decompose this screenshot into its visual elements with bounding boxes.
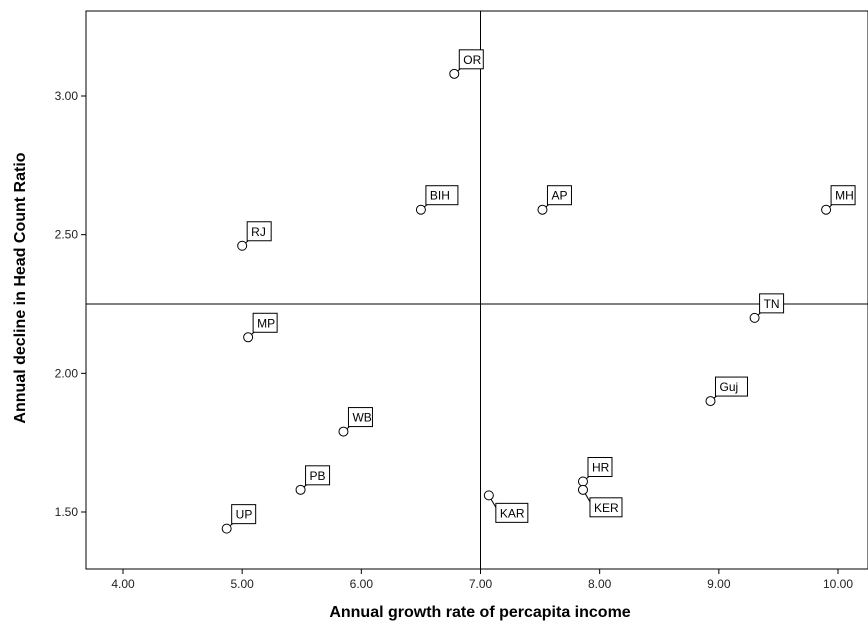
x-tick-label: 10.00 [823,577,853,591]
x-tick-label: 9.00 [707,577,731,591]
point-label: PB [310,469,326,483]
data-points: OR BIH AP MH RJ TN MP Guj WB HR KER PB KAR UP [221,49,856,534]
y-tick-label: 3.00 [55,89,79,103]
point-label: MP [257,316,275,330]
point-label-box [587,456,613,477]
data-point-marker [577,484,588,495]
point-label: MH [835,189,854,203]
point-label: TN [764,297,780,311]
point-label: UP [236,508,253,522]
point-label-box [425,185,459,206]
point-mp: MP [243,312,278,343]
data-point-marker [221,523,232,534]
point-hr: HR [577,456,613,487]
point-kar: KAR [483,490,529,523]
point-guj: Guj [705,376,748,407]
x-axis: 4.00 5.00 6.00 7.00 8.00 9.00 10.00 [111,569,853,591]
point-label: KAR [500,506,525,520]
data-point-marker [749,312,760,323]
point-or: OR [449,49,484,79]
point-label-box [714,376,748,397]
point-label-box [305,465,331,486]
point-label: BIH [430,189,450,203]
data-point-marker [415,204,426,215]
data-point-marker [705,396,716,407]
point-label-box [546,185,572,206]
y-axis: 1.50 2.00 2.50 3.00 [55,89,86,519]
point-label-box [347,407,373,428]
point-mh: MH [821,185,856,215]
point-label: Guj [719,380,738,394]
data-point-marker [537,204,548,215]
point-ap: AP [537,185,572,215]
y-axis-title: Annual decline in Head Count Ratio [12,152,29,423]
point-label-box [495,502,529,523]
point-ker: KER [577,484,623,518]
data-point-marker [237,240,248,251]
point-up: UP [221,504,257,534]
point-label-box [759,293,785,314]
point-bih: BIH [415,185,459,215]
y-tick-label: 1.50 [55,505,79,519]
x-axis-title: Annual growth rate of percapita income [329,604,630,621]
point-pb: PB [295,465,331,495]
plot-frame [85,10,868,570]
point-label-box [231,504,257,525]
x-tick-label: 5.00 [230,577,254,591]
data-point-marker [295,484,306,495]
x-tick-label: 6.00 [350,577,374,591]
y-tick-label: 2.00 [55,366,79,380]
point-wb: WB [338,407,373,437]
data-point-marker [243,332,254,343]
reference-lines [86,11,868,569]
data-point-marker [483,490,494,501]
x-tick-label: 4.00 [111,577,135,591]
point-label-box [246,221,272,242]
point-label: AP [551,189,567,203]
point-label-box [458,49,484,70]
point-label: OR [463,53,481,67]
x-tick-label: 7.00 [469,577,493,591]
point-tn: TN [749,293,785,323]
y-tick-label: 2.50 [55,228,79,242]
point-label: RJ [251,225,266,239]
point-rj: RJ [237,221,272,251]
data-point-marker [821,204,832,215]
point-label: KER [594,501,619,515]
point-label-box [252,312,278,333]
point-label-box [589,497,623,518]
point-label-box [830,185,856,206]
point-label: WB [352,411,371,425]
point-label: HR [592,460,610,474]
x-tick-label: 8.00 [588,577,612,591]
data-point-marker [577,476,588,487]
data-point-marker [338,426,349,437]
data-point-marker [449,68,460,79]
